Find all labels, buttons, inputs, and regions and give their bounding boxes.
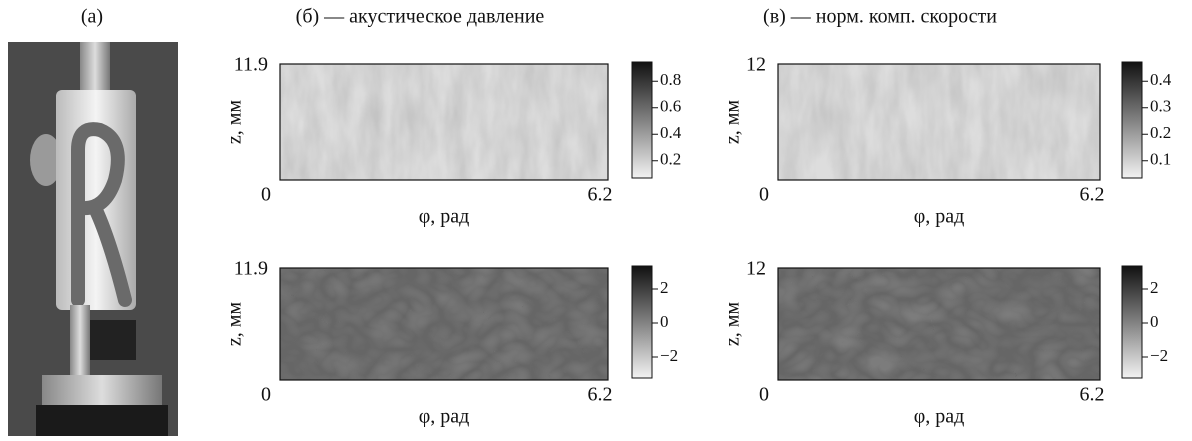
colorbar-tick-label: 0.4 <box>660 123 682 142</box>
x-axis-label: φ, рад <box>914 206 965 228</box>
y-axis-label: z, мм <box>722 302 744 347</box>
colorbar-tick-label: 2 <box>660 278 669 297</box>
colorbar-tick-label: 0.3 <box>1150 97 1171 116</box>
panel-title: (б) — акустическое давление <box>296 6 545 28</box>
x-axis-label: φ, рад <box>914 406 965 428</box>
map-texture <box>280 268 608 380</box>
origin-label: 0 <box>261 384 271 406</box>
colorbar <box>632 62 652 178</box>
colorbar <box>1122 266 1142 378</box>
origin-label: 0 <box>759 184 769 206</box>
figure: (a) (б) — акустическое давление 11.9 0 6.2 φ… <box>0 0 1192 436</box>
map-texture <box>778 64 1100 180</box>
x-axis-label: φ, рад <box>419 206 470 228</box>
y-max-label: 11.9 <box>234 258 268 280</box>
panel-label: (a) <box>81 6 103 28</box>
panel-title: (в) — норм. комп. скорости <box>763 6 997 28</box>
y-axis-label: z, мм <box>722 100 744 145</box>
origin-label: 0 <box>261 184 271 206</box>
y-max-label: 12 <box>746 54 766 76</box>
colorbar-tick-label: 0.2 <box>660 150 681 169</box>
x-max-label: 6.2 <box>1080 184 1105 206</box>
colorbar-tick-label: 0.1 <box>1150 150 1171 169</box>
colorbar-tick-label: −2 <box>1150 346 1168 365</box>
colorbar-tick-label: 0.8 <box>660 70 681 89</box>
map-texture <box>778 268 1100 380</box>
y-axis-label: z, мм <box>224 302 246 347</box>
colorbar-tick-label: 2 <box>1150 278 1159 297</box>
y-max-label: 11.9 <box>234 54 268 76</box>
y-axis-label: z, мм <box>224 100 246 145</box>
x-max-label: 6.2 <box>588 384 613 406</box>
colorbar-tick-label: 0.6 <box>660 97 681 116</box>
x-axis-label: φ, рад <box>419 406 470 428</box>
y-max-label: 12 <box>746 258 766 280</box>
colorbar <box>632 266 652 378</box>
origin-label: 0 <box>759 384 769 406</box>
x-max-label: 6.2 <box>1080 384 1105 406</box>
colorbar-tick-label: 0 <box>1150 312 1159 331</box>
colorbar-tick-label: 0 <box>660 312 669 331</box>
colorbar-tick-label: 0.2 <box>1150 123 1171 142</box>
x-max-label: 6.2 <box>588 184 613 206</box>
colorbar-tick-label: −2 <box>660 346 678 365</box>
colorbar <box>1122 62 1142 178</box>
map-texture <box>280 64 608 180</box>
colorbar-tick-label: 0.4 <box>1150 70 1172 89</box>
photo <box>8 42 178 436</box>
